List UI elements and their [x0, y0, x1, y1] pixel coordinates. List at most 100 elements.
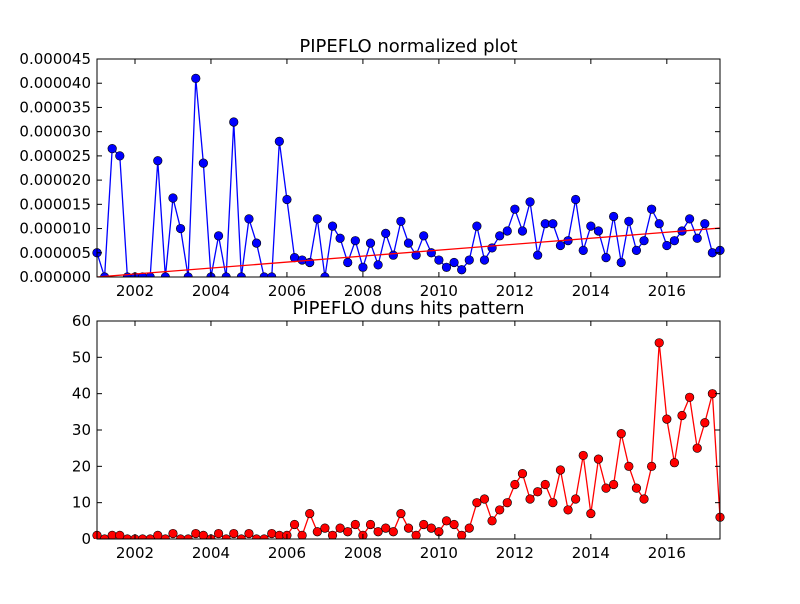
x-tick-label: 2006 — [268, 544, 306, 562]
data-point — [168, 193, 178, 203]
y-tick-label: 0.000035 — [19, 98, 91, 116]
x-tick-label: 2016 — [648, 282, 686, 300]
data-point — [350, 236, 360, 246]
data-point — [335, 523, 345, 533]
x-tick-label: 2014 — [572, 282, 610, 300]
data-point — [616, 257, 626, 268]
data-point — [441, 516, 452, 526]
y-tick-label: 0.000015 — [19, 195, 91, 213]
data-point — [312, 214, 322, 224]
x-tick-label: 2012 — [496, 282, 534, 300]
data-point — [267, 528, 277, 539]
data-point — [510, 479, 520, 490]
data-point — [289, 519, 300, 530]
data-point — [609, 479, 619, 490]
data-point — [198, 158, 208, 168]
data-point — [616, 429, 626, 439]
data-point — [517, 469, 528, 479]
data-point — [267, 272, 277, 277]
data-point — [449, 257, 459, 268]
data-point — [441, 262, 452, 272]
y-tick-label: 40 — [72, 385, 91, 403]
x-tick-label: 2002 — [116, 544, 154, 562]
x-tick-label: 2014 — [572, 544, 610, 562]
data-point — [381, 228, 391, 238]
data-point — [624, 216, 634, 226]
data-point — [677, 410, 687, 421]
data-point — [320, 272, 330, 277]
data-point — [419, 231, 429, 241]
data-point — [115, 151, 125, 161]
data-point — [365, 519, 376, 530]
data-point — [244, 214, 254, 224]
data-point — [593, 454, 604, 464]
data-point — [160, 534, 170, 539]
x-tick-label: 2004 — [192, 544, 230, 562]
data-point — [244, 528, 254, 539]
data-point — [457, 265, 467, 275]
data-point — [662, 414, 672, 424]
data-point — [327, 530, 338, 539]
data-point — [229, 117, 239, 127]
data-point — [464, 523, 474, 533]
data-point — [168, 528, 178, 539]
data-point — [259, 272, 269, 277]
data-point — [327, 221, 338, 231]
data-point — [533, 487, 543, 497]
data-point — [107, 144, 117, 154]
data-point — [669, 458, 680, 468]
data-point — [282, 194, 292, 205]
data-point — [571, 194, 581, 205]
data-point — [373, 260, 383, 270]
data-point — [631, 483, 642, 493]
x-tick-label: 2016 — [648, 544, 686, 562]
data-point — [472, 221, 482, 231]
data-point — [305, 508, 315, 519]
data-point — [145, 534, 155, 539]
data-point — [396, 216, 406, 226]
data-point — [229, 528, 239, 539]
data-point — [692, 443, 702, 453]
data-point — [115, 530, 125, 539]
data-point — [213, 231, 224, 241]
data-point — [350, 519, 360, 530]
chart-title: PIPEFLO duns hits pattern — [292, 298, 524, 319]
data-point — [312, 527, 322, 537]
data-point — [487, 243, 497, 253]
data-point — [540, 479, 550, 490]
data-point — [221, 534, 231, 539]
data-point — [335, 233, 345, 243]
y-tick-label: 0.000040 — [19, 74, 91, 92]
data-point — [495, 231, 505, 241]
data-point — [464, 255, 474, 265]
data-point — [297, 530, 307, 539]
data-point — [183, 272, 193, 277]
data-point — [586, 508, 596, 519]
data-point — [403, 523, 414, 533]
data-point — [434, 255, 444, 265]
data-point — [692, 233, 702, 243]
plot-area — [97, 321, 720, 539]
data-point — [419, 519, 429, 530]
x-tick-label: 2004 — [192, 282, 230, 300]
y-tick-label: 0.000025 — [19, 147, 91, 165]
data-point — [578, 450, 588, 461]
data-point — [411, 530, 421, 539]
data-point — [548, 219, 558, 229]
data-point — [358, 262, 368, 272]
y-tick-label: 0 — [81, 530, 91, 548]
y-tick-label: 0.000045 — [19, 50, 91, 68]
data-point — [487, 516, 497, 526]
data-point — [502, 498, 512, 508]
data-point — [472, 498, 482, 508]
axes-frame — [96, 58, 721, 278]
data-point — [274, 136, 284, 146]
data-point — [175, 223, 186, 234]
data-point — [153, 156, 163, 166]
chart-title: PIPEFLO normalized plot — [299, 36, 517, 57]
data-point — [411, 250, 421, 260]
data-point — [479, 255, 490, 265]
data-point — [373, 527, 383, 537]
data-point — [563, 505, 573, 515]
data-point — [517, 226, 528, 236]
